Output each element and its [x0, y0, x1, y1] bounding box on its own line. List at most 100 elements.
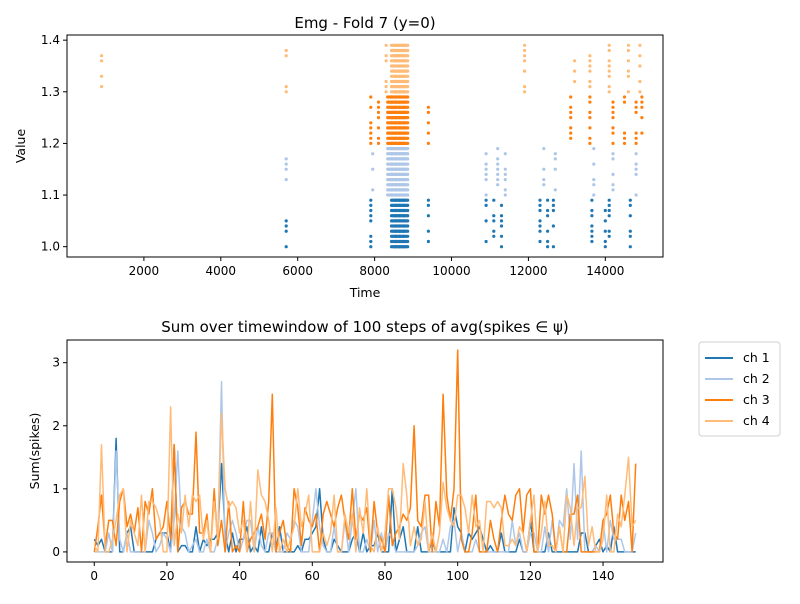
scatter-point-ch2 [634, 162, 638, 166]
scatter-point-ch2 [592, 162, 596, 166]
scatter-point-ch1 [546, 239, 550, 244]
scatter-point-ch3 [569, 126, 573, 130]
scatter-point-ch4 [406, 59, 410, 63]
scatter-point-ch4 [406, 64, 410, 68]
scatter-point-ch3 [376, 116, 381, 120]
scatter-point-ch4 [284, 48, 288, 53]
scatter-point-ch3 [640, 95, 644, 99]
scatter-point-ch1 [607, 229, 611, 233]
series-line-ch4 [93, 406, 637, 553]
scatter-point-ch1 [406, 234, 410, 238]
scatter-point-ch1 [538, 229, 542, 233]
scatter-point-ch2 [503, 152, 507, 156]
scatter-point-ch4 [573, 69, 577, 73]
scatter-point-ch3 [369, 95, 373, 99]
scatter-point-ch2 [284, 178, 288, 182]
scatter-point-ch2 [542, 147, 546, 151]
scatter-point-ch3 [406, 131, 410, 135]
scatter-point-ch1 [369, 245, 373, 249]
scatter-point-ch1 [603, 208, 607, 213]
scatter-point-ch3 [588, 110, 592, 114]
scatter-point-ch3 [569, 105, 573, 109]
scatter-point-ch3 [406, 105, 410, 109]
scatter-point-ch1 [426, 239, 430, 244]
scatter-point-ch2 [484, 167, 488, 171]
top-y-tick-label: 1.0 [41, 240, 60, 254]
scatter-point-ch2 [542, 178, 546, 182]
scatter-point-ch2 [406, 183, 410, 187]
scatter-point-ch1 [590, 224, 594, 228]
scatter-point-ch2 [371, 188, 375, 192]
scatter-point-ch1 [628, 198, 632, 202]
scatter-point-ch1 [484, 198, 488, 202]
scatter-point-ch3 [588, 116, 592, 120]
scatter-point-ch3 [376, 126, 381, 130]
scatter-point-ch4 [100, 74, 104, 78]
scatter-point-ch1 [628, 229, 632, 233]
bottom-x-tick-label: 80 [377, 569, 392, 583]
scatter-point-ch2 [553, 167, 557, 171]
legend: ch 1 ch 2 ch 3 ch 4 [698, 341, 781, 437]
bottom-x-tick-label: 100 [446, 569, 469, 583]
scatter-point-ch4 [588, 59, 592, 63]
scatter-point-ch3 [588, 126, 592, 130]
top-x-tick-label: 6000 [282, 264, 313, 278]
scatter-point-ch1 [546, 245, 550, 249]
scatter-point-ch4 [384, 79, 388, 84]
scatter-point-ch1 [406, 229, 410, 233]
scatter-point-ch3 [369, 136, 373, 140]
scatter-point-ch3 [622, 136, 627, 140]
scatter-point-ch4 [626, 48, 631, 53]
scatter-point-ch4 [284, 54, 288, 58]
series-line-ch2 [94, 380, 637, 553]
scatter-point-ch2 [553, 188, 557, 192]
scatter-point-ch4 [523, 59, 527, 63]
scatter-point-ch3 [369, 141, 373, 145]
scatter-point-ch1 [546, 229, 550, 233]
scatter-point-ch4 [284, 90, 288, 94]
scatter-point-ch3 [640, 105, 644, 109]
scatter-point-ch3 [426, 131, 430, 135]
scatter-point-ch2 [634, 167, 638, 171]
scatter-point-ch4 [523, 43, 527, 47]
scatter-point-ch4 [523, 90, 527, 94]
scatter-point-ch4 [523, 54, 527, 58]
scatter-point-ch4 [588, 54, 592, 58]
scatter-point-ch3 [634, 131, 638, 135]
legend-box [698, 341, 781, 437]
scatter-point-ch2 [406, 188, 410, 192]
top-y-tick-label: 1.1 [41, 188, 60, 202]
legend-label: ch 4 [743, 413, 770, 428]
scatter-point-ch4 [100, 59, 104, 63]
scatter-point-ch1 [426, 229, 430, 233]
bottom-y-tick-label: 3 [52, 356, 60, 370]
scatter-point-ch1 [607, 214, 611, 218]
scatter-point-ch4 [638, 54, 642, 58]
series-line-ch1 [93, 437, 636, 553]
scatter-point-ch4 [588, 69, 592, 73]
scatter-point-ch1 [499, 224, 504, 228]
scatter-point-ch2 [503, 193, 507, 197]
scatter-point-ch2 [503, 188, 507, 192]
scatter-point-ch1 [484, 239, 488, 244]
scatter-point-ch2 [503, 178, 507, 182]
scatter-point-ch1 [628, 203, 632, 207]
scatter-point-ch3 [640, 131, 644, 135]
scatter-point-ch1 [546, 214, 550, 218]
top-y-ticks: 1.0 1.1 1.2 1.3 1.4 [41, 33, 67, 254]
scatter-point-ch1 [499, 245, 504, 249]
top-x-tick-label: 12000 [509, 264, 547, 278]
scatter-point-ch1 [603, 229, 607, 233]
scatter-point-ch2 [592, 147, 596, 151]
scatter-point-ch2 [406, 152, 410, 156]
scatter-point-ch4 [638, 90, 642, 94]
top-y-tick-label: 1.3 [41, 85, 60, 99]
scatter-point-ch1 [426, 214, 430, 218]
scatter-point-ch4 [638, 64, 642, 68]
scatter-point-ch2 [484, 162, 488, 166]
bottom-chart-title: Sum over timewindow of 100 steps of avg(… [161, 318, 569, 336]
scatter-point-ch3 [640, 116, 644, 120]
bottom-x-tick-label: 20 [159, 569, 174, 583]
scatter-point-ch1 [538, 219, 542, 223]
scatter-point-ch1 [499, 219, 504, 223]
